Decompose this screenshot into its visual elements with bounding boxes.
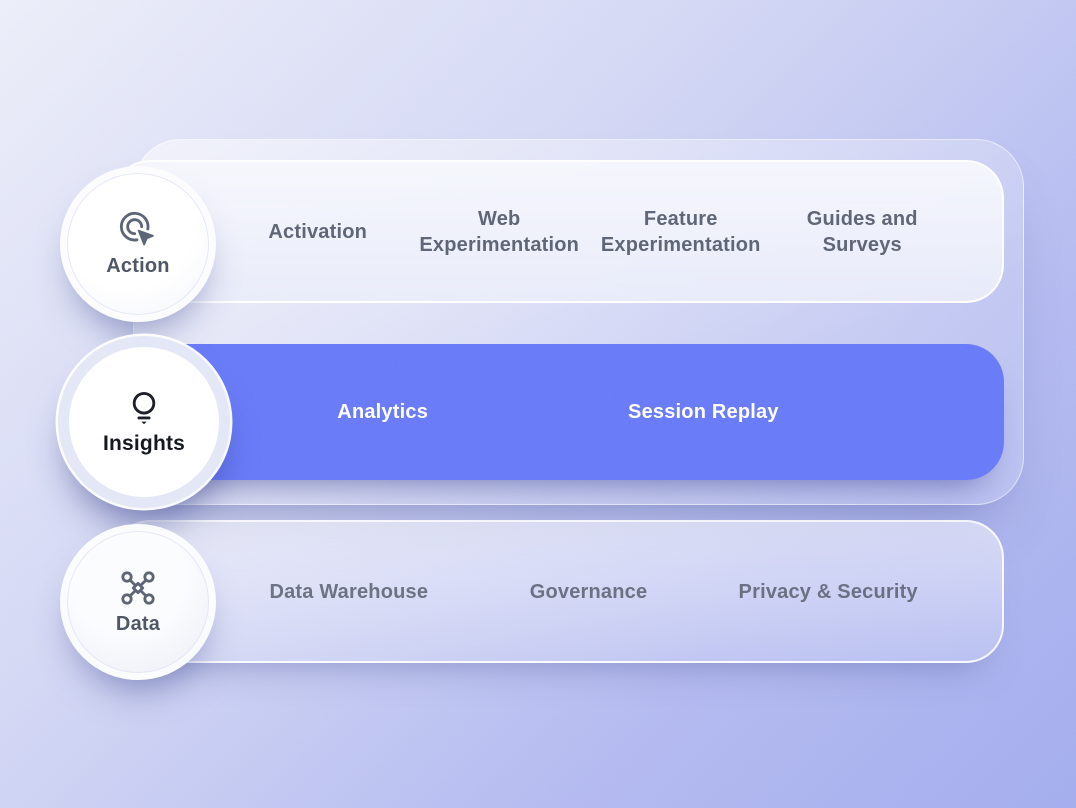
- insights-row: Analytics Session Replay: [112, 344, 1004, 480]
- row-item: Feature Experimentation: [590, 206, 772, 258]
- item-analytics: Analytics: [337, 401, 429, 423]
- row-item: Web Experimentation: [409, 206, 591, 258]
- item-governance: Governance: [529, 580, 648, 603]
- row-item: Session Replay: [628, 399, 779, 425]
- item-guides-and-surveys: Guides and Surveys: [806, 207, 918, 256]
- lightbulb-icon: [132, 391, 156, 424]
- item-activation: Activation: [268, 220, 368, 243]
- row-item: Governance: [469, 579, 709, 605]
- row-item: Data Warehouse: [229, 579, 469, 605]
- data-tab-label: Data: [115, 613, 161, 635]
- cursor-click-icon: [119, 211, 154, 246]
- item-feature-experimentation: Feature Experimentation: [600, 207, 761, 256]
- data-row: Data Warehouse Governance Privacy & Secu…: [112, 520, 1004, 663]
- action-tab[interactable]: Action: [60, 166, 216, 322]
- network-nodes-icon: [121, 571, 155, 605]
- item-session-replay: Session Replay: [628, 401, 779, 423]
- item-privacy-security: Privacy & Security: [738, 580, 918, 603]
- item-web-experimentation: Web Experimentation: [419, 207, 580, 256]
- row-item: Guides and Surveys: [772, 206, 954, 258]
- data-tab[interactable]: Data: [60, 524, 216, 680]
- action-row: Activation Web Experimentation Feature E…: [112, 160, 1004, 303]
- item-data-warehouse: Data Warehouse: [269, 580, 429, 603]
- insights-tab[interactable]: Insights: [58, 336, 230, 508]
- row-item: Analytics: [337, 399, 428, 425]
- action-tab-label: Action: [106, 255, 170, 277]
- row-item: Privacy & Security: [708, 579, 948, 605]
- row-item: Activation: [227, 219, 409, 245]
- insights-tab-label: Insights: [102, 431, 186, 455]
